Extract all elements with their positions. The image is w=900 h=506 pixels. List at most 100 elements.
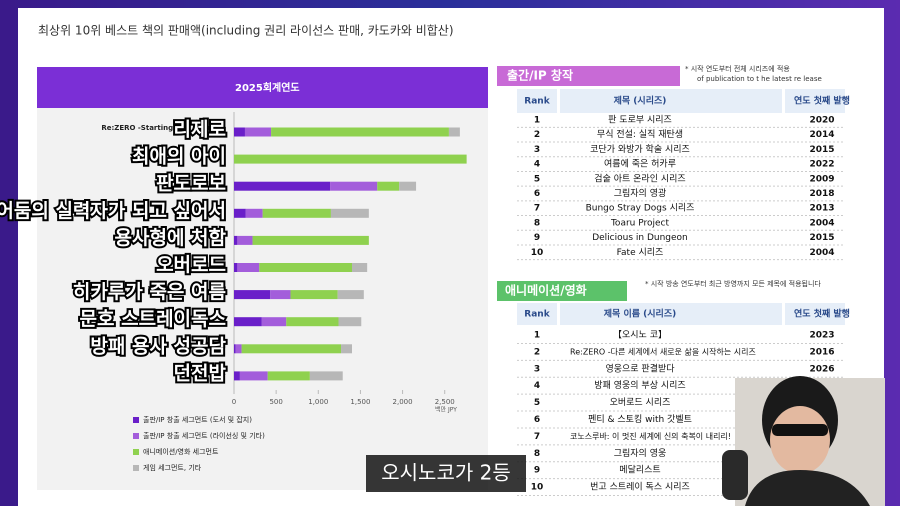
bar-segment: [234, 154, 467, 164]
table-cell: 10: [531, 248, 544, 258]
bar-segment: [237, 235, 253, 245]
table-cell: 오버로드 시리즈: [610, 397, 671, 408]
table-cell: 1: [534, 116, 540, 126]
table-cell: 방패 영웅의 부상 시리즈: [594, 380, 685, 391]
bar-segment: [267, 371, 310, 381]
table-cell: 6: [534, 189, 540, 199]
column-header-bg: [560, 89, 782, 113]
column-header: Rank: [524, 310, 550, 320]
bar-segment: [448, 127, 460, 137]
legend-swatch: [133, 417, 139, 423]
bar-segment: [252, 235, 369, 245]
column-header: 제목 이름 (시리즈): [604, 308, 676, 320]
legend-label: 출판/IP 창출 세그먼트 (라이선싱 및 기타): [143, 431, 265, 440]
bar-segment: [259, 263, 352, 272]
table-cell: Delicious in Dungeon: [592, 233, 688, 243]
bar-segment: [377, 181, 400, 191]
table-cell: Toaru Project: [610, 218, 670, 228]
table-cell: 2: [534, 347, 540, 357]
column-header-bg: [517, 89, 557, 113]
bar-segment: [286, 317, 339, 327]
table-cell: 2016: [809, 347, 834, 357]
table-cell: 영웅으로 판결받다: [605, 363, 675, 374]
table-note: of publication to t he latest re lease: [697, 75, 822, 83]
table-cell: 그림자의 영웅: [614, 447, 667, 459]
chart-header: [37, 67, 488, 108]
table-cell: Re:ZERO -다른 세계에서 새로운 삶을 시작하는 시리즈: [570, 346, 756, 356]
table-cell: 펜티 & 스토킹 with 갓벨트: [588, 413, 692, 425]
legend-label: 애니메이션/영화 세그먼트: [143, 447, 219, 456]
table-cell: 2013: [809, 204, 834, 214]
y-tick-label: 샤일드 히: [198, 340, 226, 349]
bar-segment: [338, 317, 362, 327]
bar-segment: [245, 208, 263, 218]
sunglasses: [772, 424, 828, 436]
table-title: 출간/IP 창작: [507, 68, 573, 83]
table-cell: 2: [534, 130, 540, 140]
table-cell: 2004: [809, 218, 834, 228]
table-cell: 3: [534, 364, 540, 374]
table-cell: 메달리스트: [619, 464, 660, 476]
bar-segment: [330, 181, 378, 191]
bar-segment: [234, 127, 245, 137]
table-cell: 2009: [809, 174, 834, 184]
table-cell: 번고 스트레이 독스 시리즈: [590, 482, 690, 493]
table-cell: 4: [534, 160, 540, 170]
bar-segment: [399, 181, 417, 191]
overlay-caption: 리제로: [174, 119, 226, 141]
table-cell: 2020: [809, 116, 834, 126]
table-cell: 8: [534, 218, 540, 228]
overlay-caption: 판도로보: [156, 173, 226, 195]
table-cell: 무식 전설: 실직 재탄생: [597, 129, 683, 140]
bar-segment: [270, 290, 291, 300]
table-header: [497, 281, 627, 301]
bar-segment: [234, 181, 331, 191]
table-cell: 5: [534, 398, 540, 408]
legend-label: 출판/IP 창출 세그먼트 (도서 및 잡지): [143, 415, 252, 424]
chart-panel: [37, 67, 488, 490]
table-cell: 8: [534, 449, 540, 459]
table-cell: 2023: [809, 331, 834, 341]
table-cell: 7: [534, 432, 540, 442]
table-cell: 그림자의 영광: [614, 187, 667, 199]
bar-segment: [262, 208, 331, 218]
table-cell: 9: [534, 466, 540, 476]
column-header: 연도 첫째 발행: [794, 308, 850, 320]
table-cell: 2015: [809, 233, 834, 243]
table-cell: 여름에 죽은 허카루: [604, 158, 676, 170]
table-cell: 7: [534, 204, 540, 214]
table-cell: Fate 시리즈: [617, 247, 664, 258]
bar-segment: [241, 344, 342, 354]
table-cell: 5: [534, 174, 540, 184]
bar-segment: [234, 263, 238, 272]
overlay-caption: 문호 스트레이독스: [80, 308, 226, 330]
bar-segment: [239, 371, 268, 381]
y-tick-label: Re:ZERO -Starting Life in Anoth: [101, 124, 226, 132]
table-title: 애니메이션/영화: [505, 283, 587, 298]
table-cell: 1: [534, 331, 540, 341]
overlay-caption: 방패 용사 성공담: [90, 335, 226, 357]
table-cell: 6: [534, 415, 540, 425]
person-face: [770, 406, 830, 474]
chart-title: 2025회계연도: [235, 81, 300, 94]
table-cell: 【오시노 코】: [613, 330, 667, 341]
x-tick-label: 1,500: [350, 398, 370, 406]
bar-segment: [352, 263, 368, 272]
table-header: [497, 66, 680, 86]
table-cell: 2014: [809, 130, 834, 140]
bar-segment: [234, 290, 271, 300]
x-tick-label: 2,000: [393, 398, 413, 406]
column-header-bg: [785, 303, 845, 325]
column-header-bg: [785, 89, 845, 113]
bar-segment: [234, 371, 240, 381]
bar-segment: [341, 344, 352, 354]
table-cell: 2015: [809, 145, 834, 155]
bar-segment: [261, 317, 287, 327]
table-cell: 2022: [809, 160, 834, 170]
table-note: * 시작 방송 연도부터 최근 방영까지 모든 제목에 적용됩니다: [645, 279, 821, 288]
y-tick-label: 던전에서 맛: [191, 367, 226, 376]
legend-swatch: [133, 433, 139, 439]
bar-segment: [330, 208, 369, 218]
table-cell: 2026: [809, 364, 834, 374]
